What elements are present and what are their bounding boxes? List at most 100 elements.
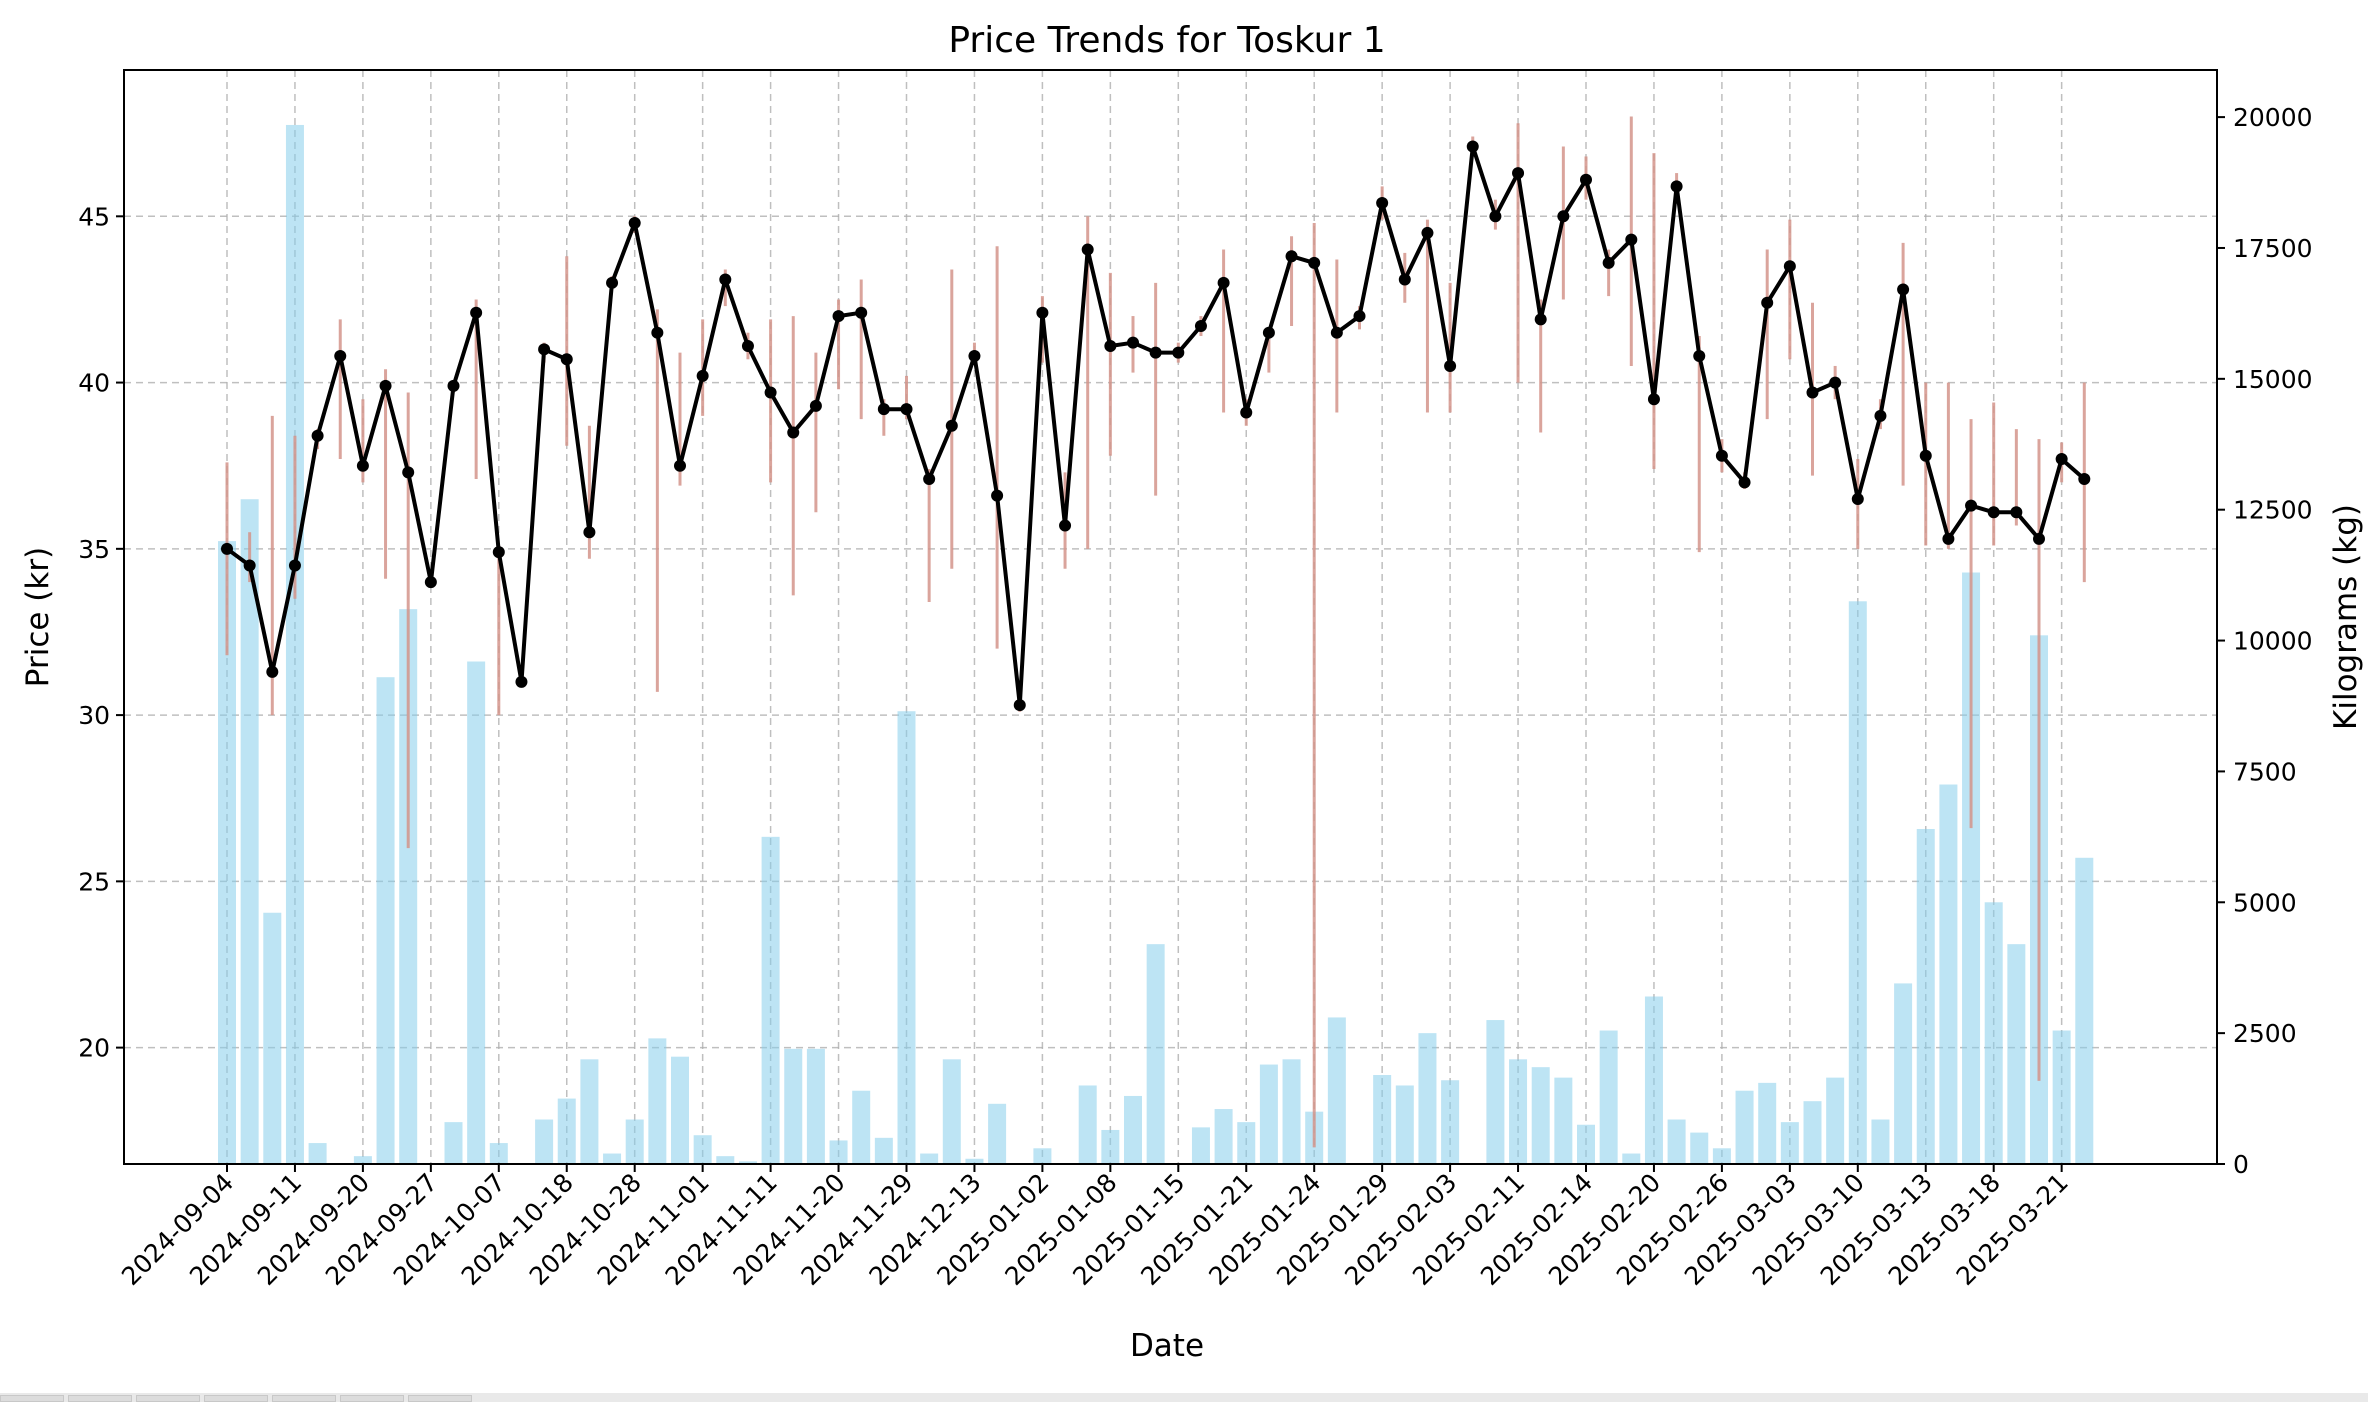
price-point xyxy=(311,429,324,442)
price-point xyxy=(356,459,369,472)
price-point xyxy=(991,489,1004,502)
price-point xyxy=(1194,320,1207,333)
volume-bar xyxy=(852,1090,871,1164)
price-point xyxy=(1104,339,1117,352)
price-point xyxy=(1987,506,2000,519)
price-point xyxy=(628,216,641,229)
volume-bar xyxy=(1441,1080,1460,1164)
price-point xyxy=(832,310,845,323)
volume-bar xyxy=(1259,1064,1278,1164)
price-point xyxy=(1172,346,1185,359)
price-point xyxy=(855,306,868,319)
volume-bar xyxy=(1939,784,1958,1164)
price-point xyxy=(1693,349,1706,362)
volume-bar xyxy=(920,1153,939,1164)
strip-tab xyxy=(68,1395,132,1402)
volume-bar xyxy=(308,1143,327,1164)
y2-tick-label: 12500 xyxy=(2233,496,2313,525)
price-point xyxy=(1240,406,1253,419)
price-point xyxy=(1874,409,1887,422)
y-tick-label: 25 xyxy=(78,867,110,896)
volume-bar xyxy=(1078,1085,1097,1164)
y2-tick-label: 7500 xyxy=(2233,757,2297,786)
price-point xyxy=(1783,260,1796,273)
volume-bar xyxy=(1033,1148,1052,1164)
volume-bar xyxy=(1848,601,1867,1164)
y2-tick-label: 2500 xyxy=(2233,1019,2297,1048)
volume-bar xyxy=(376,677,395,1164)
price-point xyxy=(492,546,505,559)
price-point xyxy=(2010,506,2023,519)
volume-bar xyxy=(1101,1129,1120,1164)
price-point xyxy=(968,349,981,362)
price-point xyxy=(243,559,256,572)
strip-tab xyxy=(408,1395,472,1402)
price-point xyxy=(221,542,233,555)
price-point xyxy=(1602,256,1615,269)
strip-tab xyxy=(136,1395,200,1402)
price-point xyxy=(1761,296,1774,309)
volume-bar xyxy=(761,836,780,1164)
volume-bar xyxy=(444,1122,463,1164)
volume-bar xyxy=(1962,572,1981,1164)
strip-tab xyxy=(204,1395,268,1402)
volume-bar xyxy=(467,661,486,1164)
price-point xyxy=(1580,173,1592,186)
price-point xyxy=(787,426,800,439)
volume-bar xyxy=(874,1137,893,1164)
price-point xyxy=(266,665,279,678)
volume-bar xyxy=(738,1161,757,1164)
volume-bar xyxy=(1577,1124,1595,1164)
price-point xyxy=(651,326,664,339)
volume-bar xyxy=(1712,1148,1731,1164)
volume-bar xyxy=(1214,1109,1233,1164)
volume-bar xyxy=(1690,1132,1709,1164)
price-point xyxy=(1059,519,1072,532)
volume-bar xyxy=(240,499,259,1165)
price-point xyxy=(1806,386,1819,399)
y-tick-label: 45 xyxy=(78,202,110,231)
volume-bar xyxy=(1780,1122,1799,1164)
y2-tick-label: 5000 xyxy=(2233,888,2297,917)
plot-frame xyxy=(123,69,2218,1165)
volume-bar xyxy=(353,1156,372,1164)
volume-bar xyxy=(716,1156,735,1164)
volume-bar xyxy=(1327,1017,1346,1164)
price-point xyxy=(1534,313,1547,326)
price-point xyxy=(1489,210,1502,223)
volume-bar xyxy=(557,1098,576,1164)
volume-bar xyxy=(1554,1077,1573,1164)
price-point xyxy=(1330,326,1343,339)
volume-bar xyxy=(1871,1119,1890,1164)
volume-bar xyxy=(1894,983,1913,1164)
volume-bar xyxy=(897,711,916,1164)
y2-tick-label: 20000 xyxy=(2233,103,2313,132)
volume-bar xyxy=(1509,1059,1528,1164)
price-point xyxy=(923,473,936,486)
volume-bar xyxy=(988,1103,1007,1164)
volume-bar xyxy=(965,1158,984,1164)
volume-bar xyxy=(648,1038,667,1164)
left-y-axis: 20 25 30 35 40 45 xyxy=(78,202,124,1063)
grid-layer xyxy=(124,70,2217,1164)
price-point xyxy=(470,306,483,319)
y-tick-label: 40 xyxy=(78,369,110,398)
y-tick-label: 30 xyxy=(78,701,110,730)
price-point xyxy=(2078,473,2091,486)
volume-bar xyxy=(1667,1119,1686,1164)
volume-bar xyxy=(1984,902,2003,1164)
price-point xyxy=(560,353,573,366)
price-point xyxy=(447,379,460,392)
price-point xyxy=(1081,243,1094,256)
volume-bar xyxy=(2052,1030,2071,1164)
volume-bar xyxy=(1758,1082,1777,1164)
strip-tab xyxy=(0,1395,64,1402)
bottom-tab-strip xyxy=(0,1393,2368,1402)
chart-title: Price Trends for Toskur 1 xyxy=(948,20,1385,61)
price-point xyxy=(1036,306,1049,319)
volume-bar xyxy=(285,124,304,1165)
volume-bar xyxy=(1395,1085,1414,1164)
volume-bar xyxy=(1644,996,1663,1164)
volume-bar xyxy=(1803,1101,1822,1164)
price-point xyxy=(1353,310,1366,323)
